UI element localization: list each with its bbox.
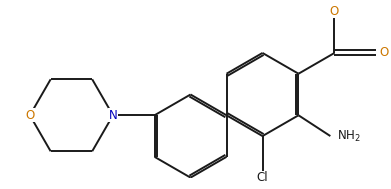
Text: NH$_2$: NH$_2$ [337, 129, 361, 144]
Text: O: O [330, 5, 339, 18]
Text: N: N [109, 109, 117, 122]
Text: Cl: Cl [257, 171, 268, 184]
Text: O: O [25, 109, 34, 122]
Text: O: O [379, 46, 389, 60]
